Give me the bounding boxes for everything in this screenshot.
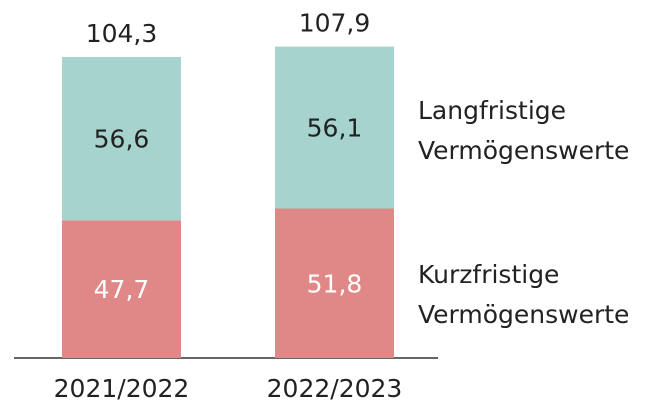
value-label: 56,1 xyxy=(307,114,363,143)
total-label: 104,3 xyxy=(86,19,158,48)
bar-segment xyxy=(62,220,181,358)
total-label: 107,9 xyxy=(299,9,371,38)
legend-label: Kurzfristige Vermögenswerte xyxy=(418,260,630,329)
bar-segment xyxy=(275,46,394,209)
value-label: 56,6 xyxy=(94,125,150,154)
bar-segment xyxy=(275,208,394,358)
value-label: 47,7 xyxy=(94,275,150,304)
bar-segment xyxy=(62,56,181,221)
legend-label: Langfristige Vermögenswerte xyxy=(418,96,630,165)
x-tick-label: 2021/2022 xyxy=(54,374,190,403)
x-tick-label: 2022/2023 xyxy=(267,374,403,403)
value-label: 51,8 xyxy=(307,269,363,298)
